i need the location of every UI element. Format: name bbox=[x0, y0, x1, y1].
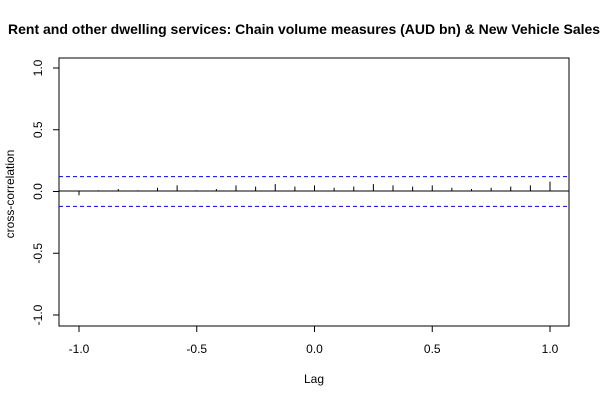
x-tick-label: -1.0 bbox=[69, 342, 90, 356]
x-axis-label: Lag bbox=[304, 372, 324, 386]
chart-title: Rent and other dwelling services: Chain … bbox=[8, 21, 600, 37]
confidence-bounds bbox=[59, 176, 569, 207]
x-axis: -1.0 -0.5 0.0 0.5 1.0 bbox=[69, 326, 559, 356]
x-tick-label: -0.5 bbox=[186, 342, 207, 356]
y-axis: -1.0 -0.5 0.0 0.5 1.0 bbox=[31, 59, 59, 325]
y-tick-label: 0.5 bbox=[31, 121, 45, 138]
x-tick-label: 0.5 bbox=[424, 342, 441, 356]
y-tick-label: 0.0 bbox=[31, 183, 45, 200]
y-tick-label: -0.5 bbox=[31, 243, 45, 264]
ccf-bars bbox=[78, 181, 551, 196]
x-tick-label: 0.0 bbox=[306, 342, 323, 356]
x-tick-label: 1.0 bbox=[542, 342, 559, 356]
plot-frame bbox=[58, 57, 570, 327]
y-tick-label: -1.0 bbox=[31, 304, 45, 325]
y-axis-label: cross-correlation bbox=[3, 150, 17, 239]
y-tick-label: 1.0 bbox=[31, 59, 45, 76]
